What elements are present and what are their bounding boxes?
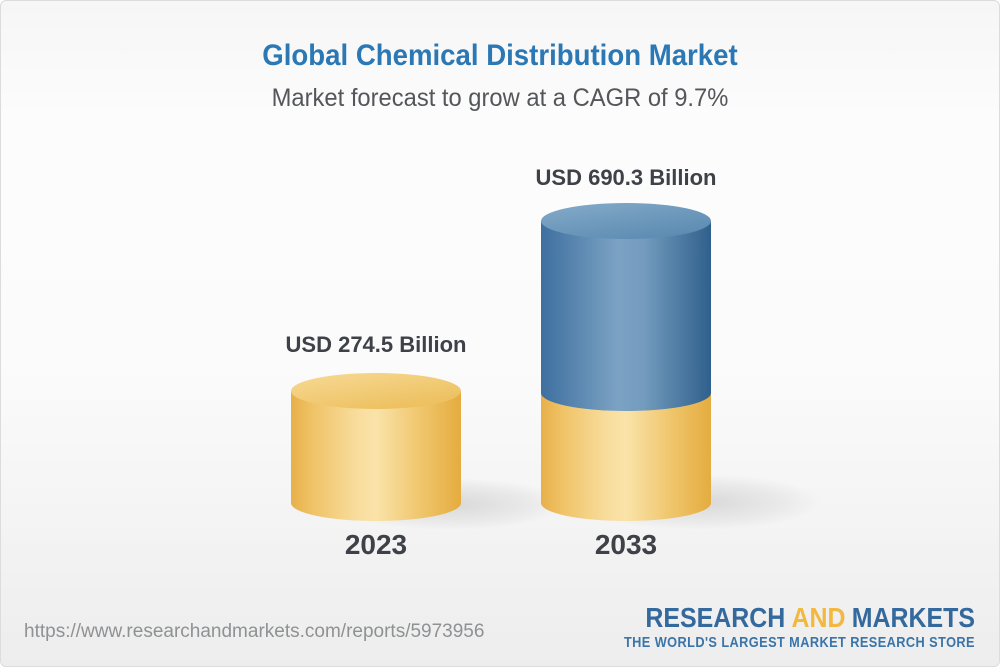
bar-2033-category-label: 2033 — [594, 529, 658, 560]
bar-2023-top — [291, 373, 461, 409]
bar-2033-top — [541, 203, 711, 239]
page-title: Global Chemical Distribution Market — [262, 39, 738, 72]
bar-2023-value-label: USD 274.5 Billion — [285, 332, 467, 357]
brand-wordmark: RESEARCH AND MARKETS — [607, 602, 975, 633]
bar-2033-base-segment — [541, 393, 711, 521]
bar-2023-category-label: 2023 — [344, 529, 408, 560]
page-subtitle: Market forecast to grow at a CAGR of 9.7… — [271, 84, 729, 112]
logo-word-and: AND — [791, 602, 846, 633]
brand-tagline: THE WORLD'S LARGEST MARKET RESEARCH STOR… — [623, 634, 975, 651]
bar-2033-growth-segment — [541, 221, 711, 411]
logo-word-research: RESEARCH — [645, 602, 786, 633]
bar-2033-value-label: USD 690.3 Billion — [535, 165, 717, 190]
bar-2023-cylinder — [291, 373, 461, 521]
report-url: https://www.researchandmarkets.com/repor… — [24, 621, 485, 642]
logo-word-markets: MARKETS — [851, 602, 975, 633]
bar-2033-cylinder — [541, 203, 711, 521]
brand-logo: RESEARCH AND MARKETS THE WORLD'S LARGEST M… — [562, 602, 975, 652]
bar-2023-body — [291, 391, 461, 521]
